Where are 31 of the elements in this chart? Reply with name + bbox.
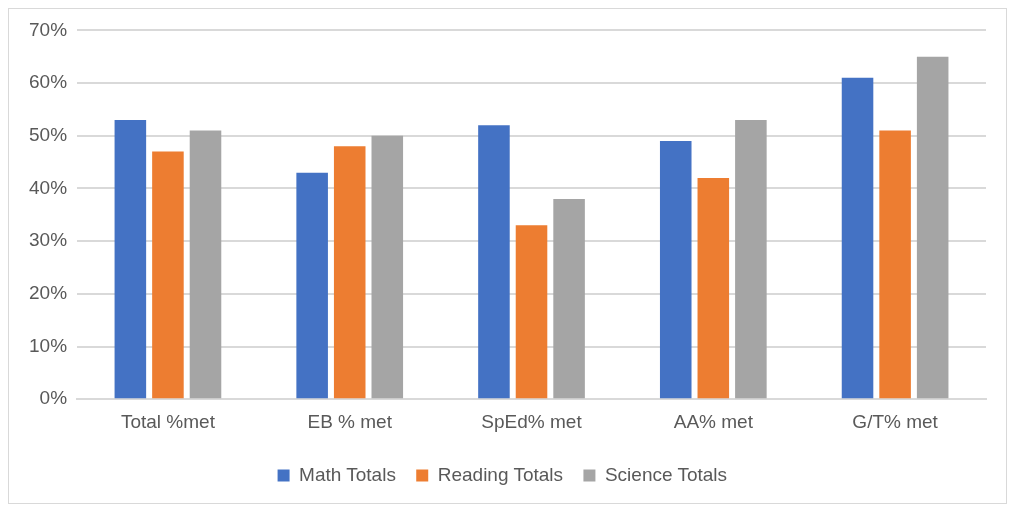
y-tick-label: 20% [29,282,68,304]
y-tick-label: 30% [29,229,68,251]
bar [189,130,222,399]
bar [553,198,585,399]
bar [841,77,874,399]
x-tick-label: EB % met [307,410,393,432]
bar [296,172,328,399]
y-tick-label: 50% [29,124,68,146]
bar [478,125,510,399]
x-tick-label: SpEd% met [481,410,583,432]
bar [697,177,730,399]
legend-label: Math Totals [299,463,396,485]
bar [333,146,366,399]
x-tick-label: G/T% met [852,410,939,432]
y-tick-label: 40% [29,176,68,198]
y-tick-label: 10% [29,334,68,356]
bar [879,130,911,399]
bar [371,135,404,399]
y-tick-label: 70% [29,18,68,40]
bar [735,119,767,399]
legend-label: Reading Totals [437,463,564,485]
bar [152,151,184,399]
x-tick-label: Total %met [120,410,216,432]
bar [515,225,548,399]
bar [114,119,147,399]
x-tick-label: AA% met [673,410,754,432]
y-tick-label: 0% [39,387,68,409]
y-tick-label: 60% [29,71,68,93]
legend-label: Science Totals [604,463,728,485]
bar [659,141,692,399]
bar [916,56,949,399]
